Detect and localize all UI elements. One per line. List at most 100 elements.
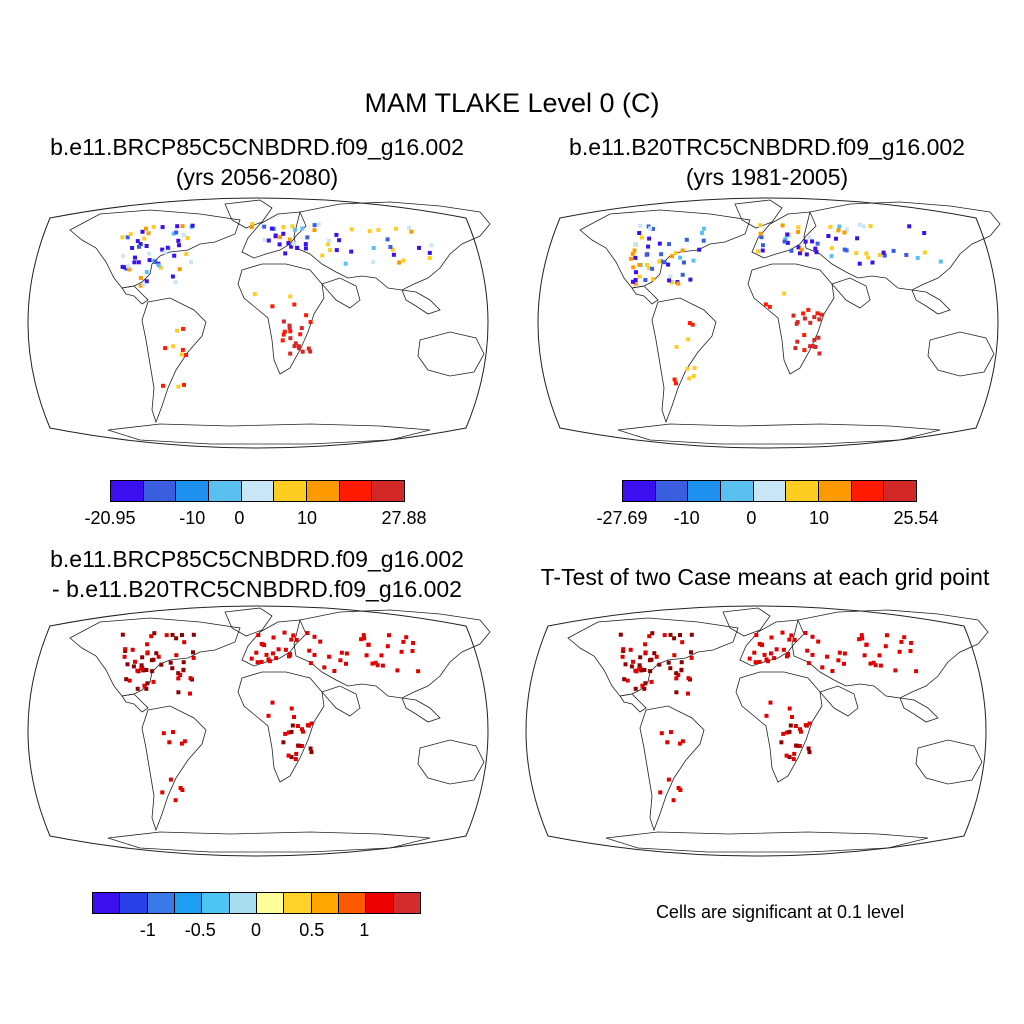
grid-cell	[817, 317, 822, 322]
grid-cell	[292, 344, 297, 349]
grid-cell	[758, 223, 763, 228]
grid-cell	[339, 650, 344, 655]
grid-cell	[868, 224, 873, 229]
grid-cell	[175, 328, 180, 333]
coastline	[401, 289, 441, 315]
grid-cell	[669, 730, 673, 735]
coastline	[321, 685, 361, 717]
grid-cell	[645, 263, 649, 267]
grid-cell	[643, 681, 648, 686]
grid-cell	[261, 642, 266, 647]
grid-cell	[366, 642, 371, 647]
grid-cell	[145, 650, 150, 655]
grid-cell	[678, 788, 683, 792]
grid-cell	[290, 224, 295, 229]
grid-cell	[280, 338, 285, 343]
grid-cell	[184, 353, 189, 357]
grid-cell	[759, 642, 764, 647]
grid-cell	[647, 236, 652, 241]
grid-cell	[817, 351, 822, 356]
grid-cell	[120, 632, 125, 637]
grid-cell	[142, 236, 147, 241]
panel-title-line2: (yrs 2056-2080)	[175, 164, 339, 190]
grid-cell	[288, 329, 293, 334]
grid-cell	[138, 242, 143, 247]
grid-cell	[654, 654, 659, 659]
grid-cell	[292, 715, 296, 719]
grid-cell	[854, 251, 859, 255]
grid-cell	[649, 679, 654, 684]
grid-cell	[293, 341, 298, 346]
grid-cell	[633, 278, 638, 282]
grid-cell	[864, 251, 869, 256]
grid-cell	[674, 690, 679, 695]
grid-cell	[871, 660, 876, 665]
grid-cell	[804, 252, 809, 257]
grid-cell	[668, 632, 673, 637]
grid-cell	[171, 344, 176, 349]
coastline	[237, 671, 325, 783]
grid-cell	[158, 265, 163, 270]
grid-cell	[803, 631, 808, 635]
grid-cell	[145, 681, 150, 686]
grid-cell	[899, 639, 904, 644]
colorbar-swatch	[256, 892, 285, 914]
grid-cell	[288, 351, 293, 356]
grid-cell	[668, 274, 673, 279]
grid-cell	[131, 664, 136, 669]
grid-cell	[151, 224, 156, 229]
map-frame	[537, 197, 999, 449]
colorbar-swatch	[201, 892, 230, 914]
grid-cell	[305, 631, 310, 635]
grid-cell	[829, 246, 834, 251]
grid-cell	[787, 637, 792, 642]
grid-cell	[806, 746, 811, 751]
grid-cell	[135, 239, 140, 244]
colorbar-swatch	[785, 480, 819, 502]
grid-cell	[254, 650, 259, 655]
grid-cell	[629, 256, 633, 261]
grid-cell	[128, 232, 133, 237]
grid-cell	[191, 632, 196, 637]
grid-cell	[191, 655, 196, 660]
grid-cell	[289, 729, 294, 734]
grid-cell	[349, 227, 354, 232]
grid-cell	[176, 690, 181, 695]
grid-cell	[140, 229, 145, 234]
grid-cell	[808, 344, 813, 349]
grid-cell	[259, 659, 264, 664]
grid-cell	[662, 260, 667, 265]
grid-cell	[429, 243, 434, 248]
grid-cell	[885, 633, 889, 638]
grid-cell	[130, 647, 135, 652]
grid-cell	[359, 637, 364, 642]
coastline	[107, 423, 431, 445]
grid-cell	[642, 668, 647, 672]
grid-cell	[174, 636, 179, 641]
grid-cell	[295, 724, 300, 728]
colorbar-swatch	[119, 892, 148, 914]
grid-cell	[373, 660, 378, 665]
grid-cell	[687, 321, 692, 326]
grid-cell	[379, 653, 384, 658]
grid-cell	[701, 226, 706, 231]
grid-cell	[676, 281, 681, 286]
grid-cell	[802, 316, 807, 321]
grid-cell	[305, 235, 310, 240]
grid-cell	[185, 236, 190, 241]
map-future	[27, 197, 491, 449]
grid-cell	[296, 743, 301, 748]
grid-cell	[144, 686, 149, 691]
grid-cell	[160, 247, 165, 252]
grid-cell	[282, 329, 287, 334]
grid-cell	[902, 635, 907, 640]
coastline	[639, 705, 705, 832]
grid-cell	[281, 319, 286, 324]
grid-cell	[783, 236, 788, 241]
grid-cell	[175, 224, 180, 229]
colorbar-swatch	[92, 892, 121, 914]
coastline	[831, 277, 871, 309]
grid-cell	[829, 254, 834, 259]
grid-cell	[644, 252, 649, 257]
colorbar-label: 0	[250, 920, 262, 940]
